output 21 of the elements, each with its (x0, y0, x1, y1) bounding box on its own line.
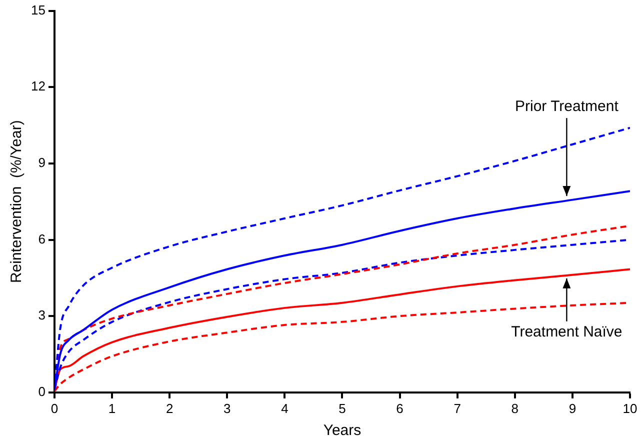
y-tick-label: 6 (38, 231, 46, 246)
x-tick-label: 3 (224, 400, 231, 416)
x-tick-label: 1 (108, 400, 116, 416)
x-tick-label: 5 (338, 400, 346, 416)
annotation: Prior Treatment (515, 98, 620, 116)
x-tick-label: 9 (568, 400, 576, 416)
y-tick-label: 15 (30, 2, 46, 18)
x-axis-title: Years (323, 422, 362, 440)
x-tick-label: 0 (50, 400, 58, 416)
x-tick-label: 4 (281, 400, 288, 416)
x-tick-label: 8 (511, 400, 519, 416)
annotation: Treatment Naïve (511, 324, 622, 341)
x-tick-label: 2 (166, 400, 174, 416)
y-tick-label: 3 (38, 308, 46, 323)
y-tick-label: 0 (38, 384, 46, 399)
x-tick-label: 7 (454, 400, 461, 416)
x-tick-label: 10 (622, 400, 638, 416)
x-tick-label: 6 (396, 400, 404, 416)
y-tick-label: 9 (38, 155, 46, 170)
y-tick-label: 12 (30, 78, 46, 94)
y-axis-title: Reintervention (%/Year) (8, 120, 26, 284)
